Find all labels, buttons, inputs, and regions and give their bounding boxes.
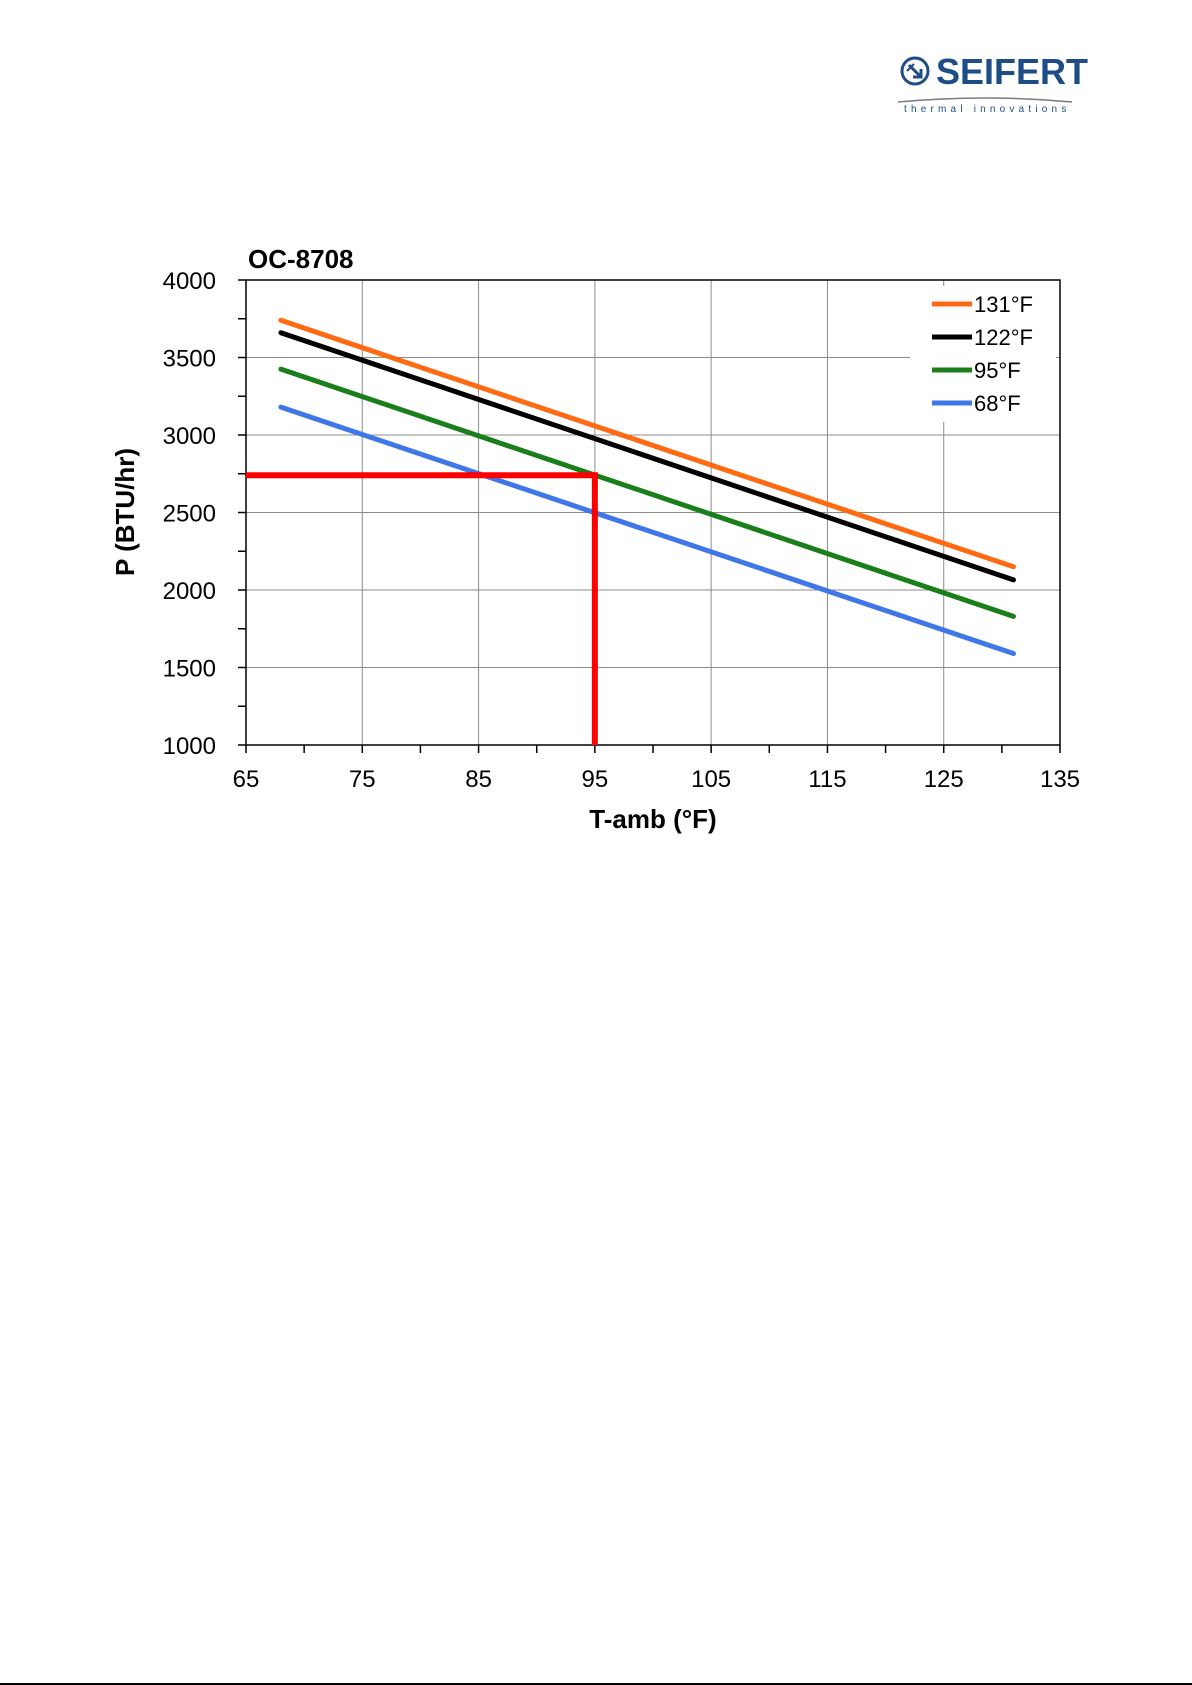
marker-lines [246, 472, 598, 745]
x-tick-label: 85 [465, 766, 492, 793]
chart-legend: 131°F 122°F 95°F 68°F [910, 286, 1056, 422]
chart-axes: 65 75 85 95 105 115 125 135 1000 1500 2000 2500 3000… [163, 268, 1080, 793]
x-axis-label: T-amb (°F) [589, 804, 716, 834]
legend-label: 68°F [974, 391, 1021, 416]
y-tick-label: 1500 [163, 656, 216, 683]
series-line [278, 330, 1016, 583]
y-axis-label: P (BTU/hr) [110, 448, 140, 576]
series-line [278, 404, 1016, 657]
brand-name: SEIFERT [936, 51, 1089, 92]
x-tick-label: 105 [691, 766, 731, 793]
x-tick-label: 65 [233, 766, 260, 793]
y-tick-label: 2000 [163, 578, 216, 605]
x-tick-label: 115 [808, 766, 846, 793]
y-tick-label: 2500 [163, 501, 216, 528]
y-tick-label: 1000 [163, 733, 216, 760]
x-tick-label: 135 [1040, 766, 1080, 793]
chart: 65 75 85 95 105 115 125 135 1000 1500 2000 2500 3000… [110, 244, 1080, 834]
series-line [278, 317, 1016, 570]
legend-label: 95°F [974, 358, 1021, 383]
seifert-logo-icon [900, 56, 930, 86]
series-line [278, 366, 1016, 619]
brand-tagline: thermal innovations [904, 104, 1071, 115]
brand-swoosh [897, 97, 1073, 103]
legend-background [910, 286, 1056, 422]
page-bottom-rule [0, 1683, 1192, 1685]
x-tick-label: 75 [349, 766, 376, 793]
legend-label: 131°F [974, 292, 1033, 317]
y-tick-label: 3500 [163, 346, 216, 373]
y-tick-label: 3000 [163, 423, 216, 450]
x-tick-label: 125 [924, 766, 964, 793]
y-tick-label: 4000 [163, 268, 216, 295]
chart-series [278, 317, 1016, 657]
legend-label: 122°F [974, 325, 1033, 350]
seifert-logo: SEIFERT thermal innovations [896, 50, 1088, 120]
x-tick-label: 95 [582, 766, 609, 793]
chart-title: OC-8708 [248, 244, 354, 274]
